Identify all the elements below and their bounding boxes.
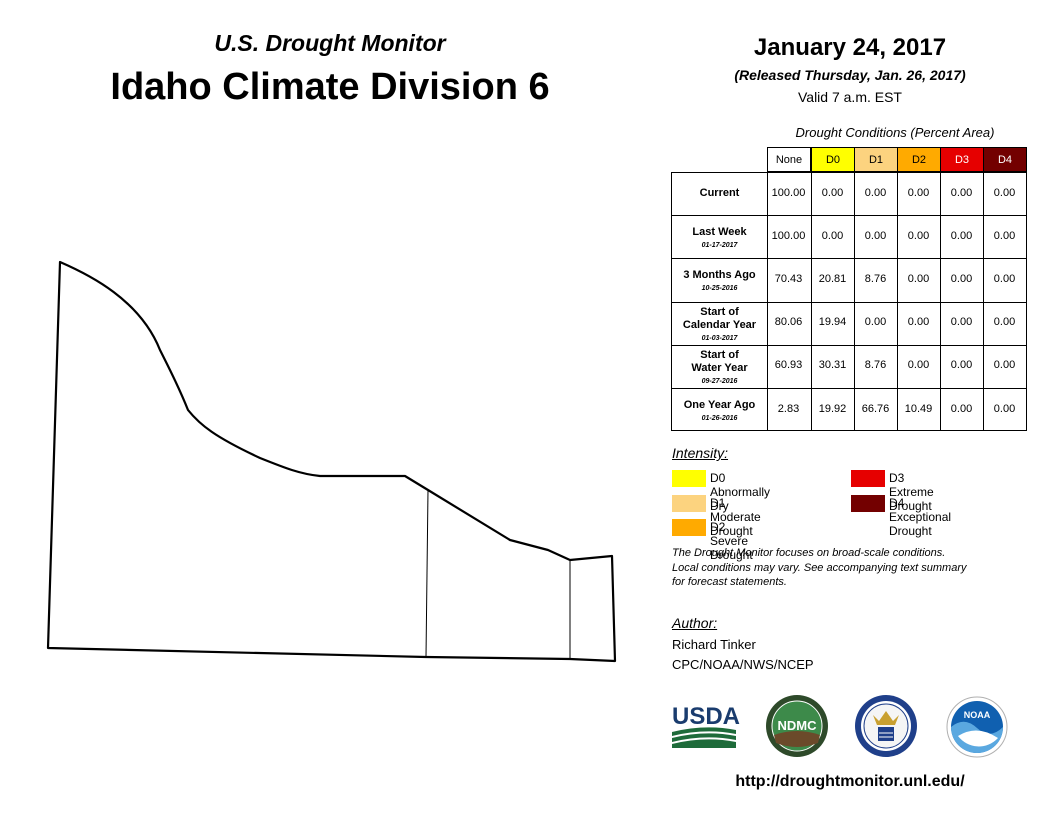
release-date: (Released Thursday, Jan. 26, 2017) [734, 67, 966, 83]
table-cell: 0.00 [993, 230, 1016, 242]
division-outline [46, 260, 617, 663]
legend-label: D1 Moderate Drought [710, 496, 761, 538]
usda-logo-text: USDA [672, 703, 740, 730]
table-cell: 10.49 [904, 403, 933, 415]
disclaimer-line: Local conditions may vary. See accompany… [672, 561, 967, 574]
table-cell: 0.00 [821, 187, 844, 199]
row-label-line: Start of [700, 349, 739, 361]
legend-label: D4 Exceptional Drought [889, 496, 952, 538]
table-caption: Drought Conditions (Percent Area) [795, 125, 995, 140]
legend-label: D0 Abnormally Dry [710, 471, 771, 513]
table-row-label: Start of Calendar Year 01-03-2017 [671, 306, 768, 345]
ndmc-logo-text: NDMC [778, 718, 818, 733]
map-subtitle: U.S. Drought Monitor [214, 30, 446, 56]
ndmc-logo: NDMC [766, 695, 828, 757]
column-header-d3: D3 [940, 147, 984, 172]
table-cell: 8.76 [864, 273, 887, 285]
noaa-logo: NOAA [946, 696, 1008, 758]
column-header-d1: D1 [854, 147, 898, 172]
table-cell: 8.76 [864, 359, 887, 371]
table-cell: 0.00 [864, 230, 887, 242]
row-label-line: Last Week [692, 226, 747, 238]
table-row-label: 3 Months Ago 10-25-2016 [671, 269, 768, 295]
table-cell: 80.06 [774, 316, 803, 328]
table-cell: 2.83 [777, 403, 800, 415]
table-cell: 0.00 [950, 273, 973, 285]
column-header-d4: D4 [983, 147, 1027, 172]
table-cell: 0.00 [950, 187, 973, 199]
table-cell: 0.00 [907, 316, 930, 328]
table-cell: 0.00 [864, 187, 887, 199]
legend-swatch [672, 495, 706, 512]
author-title: Author: [672, 615, 718, 631]
table-cell: 0.00 [993, 316, 1016, 328]
row-label-date: 10-25-2016 [701, 285, 738, 292]
valid-time: Valid 7 a.m. EST [797, 89, 902, 105]
row-label-line: Calendar Year [682, 319, 757, 331]
row-label-line: 3 Months Ago [683, 269, 756, 281]
row-label-date: 01-26-2016 [701, 415, 738, 422]
table-cell: 66.76 [861, 403, 890, 415]
table-row-label: Start of Water Year 09-27-2016 [671, 349, 768, 388]
division-map [46, 260, 617, 663]
legend-swatch [851, 495, 885, 512]
legend-title: Intensity: [672, 445, 729, 461]
table-cell: 0.00 [993, 187, 1016, 199]
usda-logo: USDA [672, 703, 740, 748]
table-cell: 70.43 [774, 273, 803, 285]
row-label-line: Start of [700, 306, 739, 318]
legend-label: D2 Severe Drought [710, 520, 753, 562]
commerce-seal [855, 695, 917, 757]
author-name: Richard Tinker [672, 637, 756, 652]
disclaimer-line: The Drought Monitor focuses on broad-sca… [672, 547, 946, 559]
table-cell: 0.00 [950, 403, 973, 415]
table-row-label: Current [671, 187, 768, 200]
disclaimer-line: for forecast statements. [672, 576, 787, 588]
row-label-line: One Year Ago [683, 399, 756, 411]
table-cell: 0.00 [821, 230, 844, 242]
disclaimer: The Drought Monitor focuses on broad-sca… [672, 546, 1032, 590]
table-row-label: One Year Ago 01-26-2016 [671, 399, 768, 425]
table-cell: 100.00 [771, 187, 806, 199]
legend-label: D3 Extreme Drought [889, 471, 934, 513]
table-cell: 0.00 [864, 316, 887, 328]
table-cell: 100.00 [771, 230, 806, 242]
table-cell: 0.00 [950, 359, 973, 371]
county-line [425, 489, 429, 658]
table-cell: 0.00 [993, 403, 1016, 415]
row-label-line: Current [699, 187, 740, 199]
table-cell: 20.81 [818, 273, 847, 285]
column-header-d2: D2 [897, 147, 941, 172]
table-cell: 0.00 [993, 359, 1016, 371]
table-cell: 0.00 [907, 230, 930, 242]
table-cell: 0.00 [907, 359, 930, 371]
table-cell: 60.93 [774, 359, 803, 371]
map-title: Idaho Climate Division 6 [110, 66, 550, 108]
table-grid [671, 172, 1027, 431]
column-header-none: None [767, 147, 811, 172]
legend-swatch [851, 470, 885, 487]
table-cell: 19.94 [818, 316, 847, 328]
column-header-d0: D0 [811, 147, 855, 172]
author-org: CPC/NOAA/NWS/NCEP [672, 657, 814, 672]
row-label-line: Water Year [691, 362, 748, 374]
row-label-date: 01-03-2017 [701, 335, 738, 342]
legend-swatch [672, 519, 706, 536]
legend-swatch [672, 470, 706, 487]
table-cell: 0.00 [950, 230, 973, 242]
table-cell: 0.00 [907, 273, 930, 285]
row-label-date: 09-27-2016 [701, 378, 738, 385]
map-date: January 24, 2017 [753, 34, 947, 61]
table-cell: 30.31 [818, 359, 847, 371]
table-cell: 19.92 [818, 403, 847, 415]
table-cell: 0.00 [950, 316, 973, 328]
table-cell: 0.00 [993, 273, 1016, 285]
row-label-date: 01-17-2017 [701, 242, 738, 249]
table-row-label: Last Week 01-17-2017 [671, 226, 768, 252]
website-url[interactable]: http://droughtmonitor.unl.edu/ [735, 773, 965, 790]
noaa-logo-text: NOAA [964, 710, 991, 720]
table-cell: 0.00 [907, 187, 930, 199]
